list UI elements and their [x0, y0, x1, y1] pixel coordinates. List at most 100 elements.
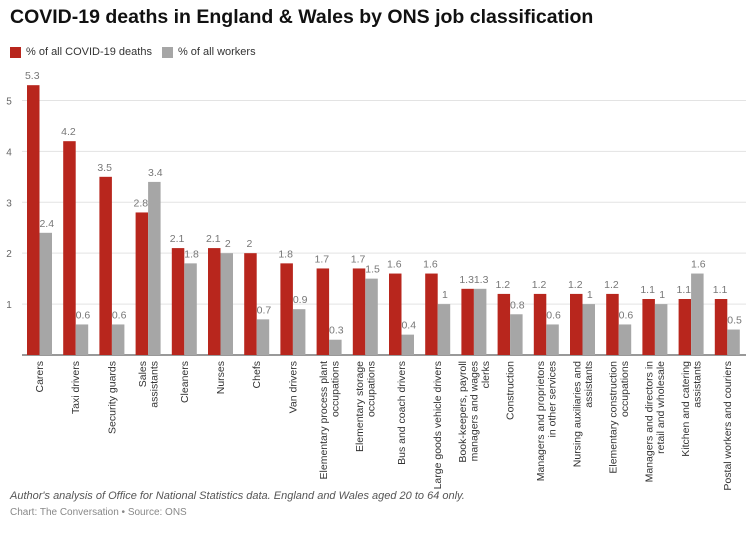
data-label-workers: 1.6 [691, 259, 706, 271]
data-label-deaths: 2.8 [134, 197, 149, 209]
x-tick-label: Kitchen and cateringassistants [680, 361, 704, 457]
x-tick-label: Book-keepers, payrollmanagers and wagesc… [457, 361, 492, 463]
y-tick-label: 3 [6, 198, 12, 209]
data-label-deaths: 1.2 [532, 279, 547, 291]
bar-workers [727, 329, 740, 355]
bar-deaths [425, 273, 438, 355]
x-tick-label-line: Nursing auxiliaries and [571, 361, 583, 467]
data-label-deaths: 2 [247, 238, 253, 250]
bar-deaths [27, 85, 40, 355]
bar-deaths [642, 299, 655, 355]
bar-deaths [570, 293, 583, 355]
y-tick-label: 1 [6, 300, 12, 311]
data-label-deaths: 1.3 [459, 274, 474, 286]
data-label-workers: 0.6 [76, 309, 91, 321]
bar-workers [691, 273, 704, 355]
bar-workers [111, 324, 125, 355]
x-tick-label-line: Elementary storage [354, 361, 366, 452]
x-tick-label: Elementary process plantoccupations [318, 361, 342, 480]
x-tick-label: Elementary storageoccupations [354, 361, 378, 452]
x-tick-label-line: Managers and proprietors [535, 361, 547, 481]
y-tick-label: 2 [6, 249, 12, 260]
bar-deaths [244, 253, 257, 355]
x-tick-label-line: Chefs [251, 361, 263, 388]
x-tick-label: Cleaners [179, 361, 191, 403]
data-label-deaths: 1.7 [351, 253, 366, 265]
x-tick-label-line: Managers and directors in [644, 361, 656, 483]
data-label-workers: 0.3 [329, 325, 344, 337]
bar-workers [473, 288, 487, 355]
x-tick-label: Salesassistants [137, 361, 161, 408]
x-tick-label-line: Sales [137, 361, 149, 387]
bar-workers [401, 334, 414, 355]
data-label-deaths: 2.1 [206, 233, 221, 245]
x-tick-label: Nursing auxiliaries andassistants [571, 361, 595, 467]
data-label-deaths: 1.7 [315, 253, 330, 265]
data-label-workers: 0.6 [619, 309, 634, 321]
x-tick-label-line: Security guards [106, 361, 118, 434]
data-label-workers: 0.8 [510, 299, 525, 311]
x-tick-label-line: clerks [480, 361, 492, 388]
bar-workers [39, 232, 52, 355]
data-label-workers: 1 [442, 289, 448, 301]
legend-swatch-deaths [10, 46, 21, 58]
data-label-deaths: 1.2 [496, 279, 511, 291]
bar-workers [510, 314, 523, 355]
x-tick-label-line: occupations [366, 361, 378, 417]
bar-deaths [606, 293, 619, 355]
bar-deaths [352, 268, 366, 355]
data-label-deaths: 4.2 [61, 126, 76, 138]
data-label-workers: 1 [587, 289, 593, 301]
bar-deaths [533, 293, 547, 355]
bar-deaths [461, 288, 474, 355]
y-tick-label: 4 [6, 147, 12, 158]
x-tick-label-line: Taxi drivers [70, 361, 82, 414]
bar-deaths [389, 273, 402, 355]
data-label-deaths: 1.6 [387, 259, 402, 271]
x-tick-label: Construction [505, 361, 517, 420]
bar-workers [292, 309, 306, 355]
x-tick-label-line: Postal workers and couriers [722, 361, 734, 491]
bar-workers [618, 324, 632, 355]
x-tick-label-line: Nurses [215, 361, 227, 394]
x-tick-label-line: occupations [329, 361, 341, 417]
x-tick-label: Managers and directors inretail and whol… [644, 361, 668, 483]
x-tick-label-line: Kitchen and catering [680, 361, 692, 457]
y-tick-label: 5 [6, 96, 12, 107]
x-tick-label-line: retail and wholesale [655, 361, 667, 454]
data-label-workers: 1.5 [365, 264, 380, 276]
data-label-workers: 0.9 [293, 294, 308, 306]
bar-deaths [497, 293, 511, 355]
bar-workers [546, 324, 559, 355]
bar-workers [329, 339, 342, 355]
data-label-deaths: 1.8 [278, 248, 293, 260]
data-label-deaths: 2.1 [170, 233, 185, 245]
x-tick-label-line: assistants [691, 361, 703, 408]
x-tick-label: Large goods vehicle drivers [432, 361, 444, 489]
legend-label-deaths: % of all COVID-19 deaths [26, 46, 152, 58]
x-tick-label-line: Book-keepers, payroll [457, 361, 469, 463]
data-label-workers: 1.3 [474, 274, 489, 286]
data-label-workers: 3.4 [148, 167, 163, 179]
bar-deaths [99, 176, 112, 355]
bar-deaths [678, 299, 692, 355]
bar-workers [582, 304, 595, 355]
legend: % of all COVID-19 deaths % of all worker… [10, 46, 266, 58]
x-tick-label: Bus and coach drivers [396, 361, 408, 465]
data-label-workers: 0.6 [112, 309, 127, 321]
data-label-deaths: 1.1 [713, 284, 728, 296]
x-tick-label: Van drivers [287, 361, 299, 413]
legend-item-deaths: % of all COVID-19 deaths [10, 46, 152, 58]
bar-workers [365, 278, 378, 355]
legend-label-workers: % of all workers [177, 46, 256, 58]
x-tick-label: Security guards [106, 361, 118, 434]
x-tick-label-line: Elementary construction [607, 361, 619, 474]
chart-title: COVID-19 deaths in England & Wales by ON… [10, 6, 594, 28]
x-tick-label-line: in other services [547, 361, 559, 437]
bar-workers [184, 263, 197, 355]
x-tick-label-line: assistants [148, 361, 160, 408]
x-tick-label-line: Elementary process plant [318, 361, 330, 480]
x-tick-label: Carers [34, 361, 46, 393]
bar-deaths [63, 141, 76, 355]
